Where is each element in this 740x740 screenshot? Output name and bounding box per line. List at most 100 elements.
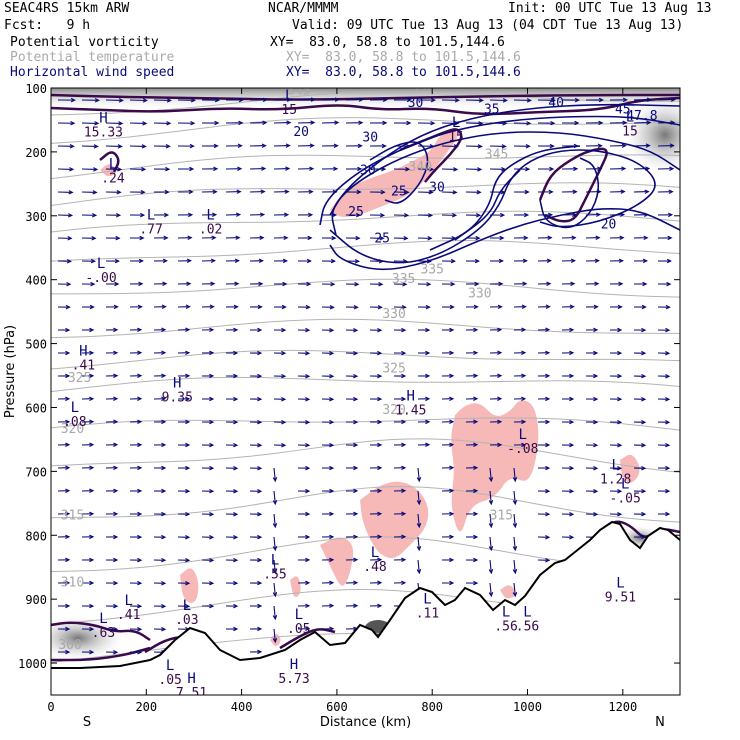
wind-vector-head bbox=[353, 327, 359, 333]
wind-vector-head bbox=[137, 534, 143, 540]
wind-vector-head bbox=[257, 626, 263, 632]
wind-vector-head bbox=[89, 327, 95, 333]
wind-vector-head bbox=[272, 569, 278, 575]
wind-vector-head bbox=[137, 327, 143, 333]
wind-vector-head bbox=[89, 626, 95, 632]
wind-vector bbox=[273, 513, 276, 528]
isotach-label: 30 bbox=[429, 181, 445, 196]
wind-vector-head bbox=[190, 98, 196, 103]
isotach-label: 25 bbox=[374, 232, 390, 247]
wind-vector-head bbox=[334, 97, 340, 102]
wind-vector-head bbox=[499, 235, 505, 241]
extremum-value: 1.45 bbox=[395, 403, 426, 418]
wind-vector-head bbox=[452, 190, 458, 195]
wind-vector-head bbox=[593, 488, 599, 494]
wind-vector-head bbox=[69, 144, 75, 149]
wind-vector-head bbox=[161, 626, 167, 632]
wind-vector-head bbox=[234, 258, 240, 263]
wind-vector-head bbox=[377, 603, 383, 609]
wind-vector-head bbox=[258, 258, 264, 264]
wind-vector-head bbox=[281, 304, 287, 310]
wind-vector-head bbox=[305, 442, 311, 448]
wind-vector-head bbox=[524, 189, 530, 195]
wind-vector-head bbox=[257, 419, 263, 425]
wind-vector-head bbox=[310, 120, 316, 125]
wind-vector-head bbox=[233, 442, 239, 448]
wind-vector-head bbox=[449, 580, 455, 586]
isentrope-label: 325 bbox=[68, 371, 91, 386]
wind-vector-head bbox=[185, 580, 191, 586]
wind-vector-head bbox=[234, 281, 240, 287]
wind-vector-head bbox=[641, 534, 647, 540]
wind-vector-head bbox=[377, 442, 383, 448]
isentrope-label: 335 bbox=[420, 262, 443, 277]
wind-vector-head bbox=[476, 190, 482, 195]
wind-vector-head bbox=[89, 511, 95, 517]
wind-vector-head bbox=[137, 649, 143, 655]
wind-vector-head bbox=[617, 465, 623, 471]
wind-vector-head bbox=[332, 189, 338, 195]
wind-vector-head bbox=[593, 396, 599, 402]
pv-contour bbox=[51, 96, 680, 116]
wind-vector-head bbox=[210, 258, 216, 263]
wind-vector-head bbox=[573, 166, 579, 172]
wind-vector-head bbox=[353, 350, 359, 356]
wind-vector-head bbox=[137, 304, 143, 310]
x-axis-label: Distance (km) bbox=[320, 715, 411, 730]
wind-vector-head bbox=[329, 557, 335, 563]
wind-vector-head bbox=[89, 580, 95, 586]
wind-vector-head bbox=[665, 442, 671, 448]
wind-vector-head bbox=[89, 442, 95, 448]
wind-vector bbox=[273, 490, 276, 505]
wind-vector bbox=[489, 559, 492, 574]
wind-vector-head bbox=[272, 500, 278, 506]
wind-vector-head bbox=[305, 373, 311, 379]
extremum-letter: L bbox=[452, 115, 460, 131]
extremum-value: .11 bbox=[416, 607, 439, 622]
wind-vector-head bbox=[402, 259, 408, 264]
wind-vector-head bbox=[473, 511, 479, 517]
wind-vector-head bbox=[473, 442, 479, 448]
extremum-letter: L bbox=[295, 607, 303, 623]
pv-shaded-region bbox=[330, 129, 458, 217]
wind-vector-head bbox=[570, 258, 576, 263]
isotach-label: 30 bbox=[362, 131, 378, 146]
wind-vector-head bbox=[358, 120, 364, 125]
wind-vector-head bbox=[113, 419, 119, 425]
wind-vector-head bbox=[161, 442, 167, 448]
wind-vector-head bbox=[488, 477, 494, 483]
wind-vector-head bbox=[621, 143, 627, 148]
wind-vector-head bbox=[644, 189, 650, 194]
extremum-value: -.00 bbox=[85, 271, 116, 286]
wind-vector-head bbox=[308, 189, 314, 195]
wind-vector-head bbox=[185, 603, 191, 609]
wind-vector-head bbox=[426, 259, 432, 264]
wind-vector-head bbox=[113, 442, 119, 448]
wind-vector-head bbox=[573, 143, 579, 149]
extremum-letter: L bbox=[124, 593, 132, 609]
organization-label: NCAR/MMMM bbox=[268, 1, 339, 16]
isentrope-label: 350 bbox=[411, 80, 434, 95]
wind-vector-head bbox=[667, 212, 674, 218]
extremum-value: 5.73 bbox=[278, 672, 309, 687]
wind-vector-head bbox=[622, 120, 628, 125]
wind-vector-head bbox=[488, 569, 494, 575]
wind-vector-head bbox=[329, 419, 335, 425]
wind-vector-head bbox=[334, 120, 340, 125]
legend-theta-xy: XY= 83.0, 58.8 to 101.5,144.6 bbox=[286, 50, 521, 65]
extremum-letter: L bbox=[97, 256, 105, 272]
isentrope-label: 315 bbox=[490, 508, 513, 523]
terrain-profile bbox=[51, 520, 680, 669]
wind-vector-head bbox=[620, 189, 626, 194]
wind-vector-head bbox=[257, 327, 263, 333]
wind-vector-head bbox=[353, 373, 359, 379]
isentrope-label: 345 bbox=[287, 83, 310, 98]
wind-vector-head bbox=[305, 557, 311, 563]
wind-vector-head bbox=[669, 166, 675, 171]
wind-vector-head bbox=[498, 258, 504, 264]
wind-vector-head bbox=[329, 396, 335, 402]
pv-shaded-region bbox=[360, 481, 429, 559]
extremum-value: .05 bbox=[287, 622, 310, 637]
y-tick-label: 700 bbox=[25, 465, 47, 479]
wind-vector-head bbox=[641, 373, 647, 379]
